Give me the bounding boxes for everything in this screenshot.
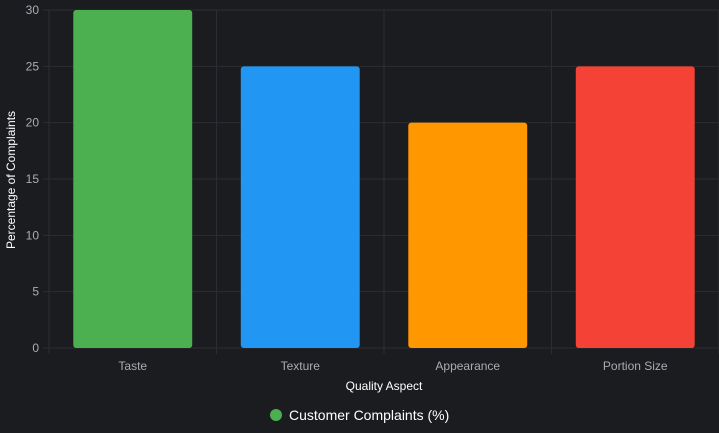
bar-texture[interactable] [240,66,360,348]
x-tick-label: Appearance [435,359,500,373]
legend-marker-icon [270,409,282,421]
bar-appearance[interactable] [408,122,528,349]
x-tick-label: Portion Size [603,359,668,373]
x-tick-label: Taste [118,359,147,373]
legend-label: Customer Complaints (%) [289,407,449,423]
y-tick-label: 25 [26,59,40,73]
y-tick-label: 30 [26,3,40,17]
y-tick-label: 15 [26,172,40,186]
y-tick-labels: 0 5 10 15 20 25 30 [26,3,40,355]
x-axis-title: Quality Aspect [346,379,423,393]
y-tick-label: 10 [26,228,40,242]
y-axis-title: Percentage of Complaints [4,111,18,249]
y-tick-label: 20 [26,116,40,130]
y-tick-label: 5 [32,285,39,299]
x-tick-labels: Taste Texture Appearance Portion Size [118,359,668,373]
y-tick-label: 0 [32,341,39,355]
legend[interactable]: Customer Complaints (%) [270,407,449,423]
bar-taste[interactable] [73,10,193,348]
x-tick-label: Texture [281,359,321,373]
bar-layer [73,10,695,349]
bar-portion-size[interactable] [575,66,695,348]
